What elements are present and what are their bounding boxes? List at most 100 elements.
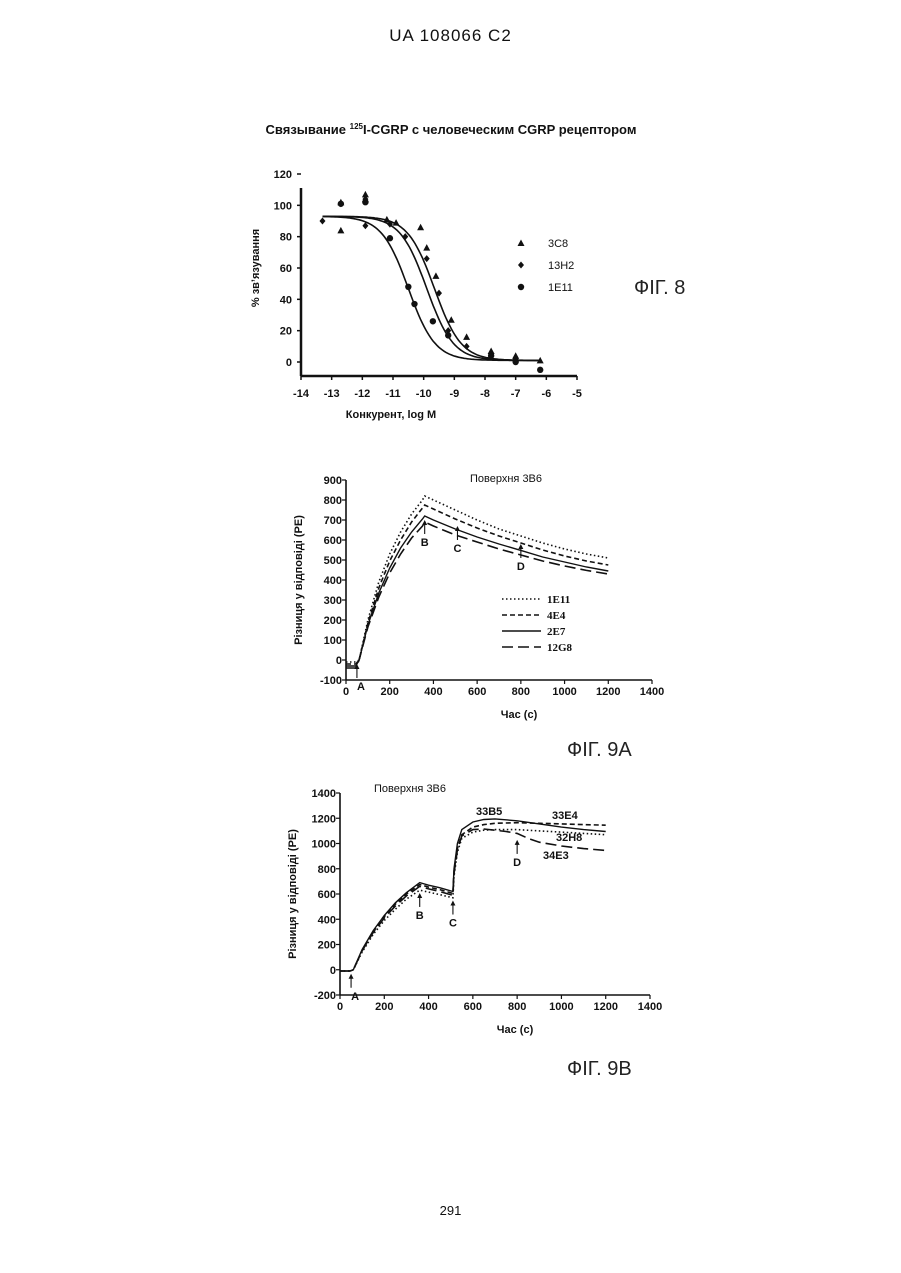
fig9a-legend-label: 4E4 (547, 610, 566, 622)
fig9a-x-label: Час (с) (501, 709, 538, 721)
fig9a-x-tick-label: 1000 (552, 686, 576, 698)
fig9b-y-tick-label: 1200 (312, 813, 336, 825)
fig8-point-1E11 (430, 318, 436, 324)
fig9b-y-tick-label: 800 (318, 864, 336, 876)
fig9a-annotation-B: B (421, 537, 429, 549)
fig9b-figure-label: ФІГ. 9В (567, 1058, 632, 1080)
fig9b-y-label: Різниця у відповіді (РЕ) (287, 829, 299, 959)
fig8-x-tick-label: -6 (541, 388, 551, 400)
fig8-point-1E11 (338, 201, 344, 207)
fig9a-y-tick-label: 200 (324, 615, 342, 627)
fig9b-arrowhead (417, 893, 422, 898)
fig9b-title: Поверхня 3В6 (374, 783, 446, 795)
fig8-legend-label: 3C8 (548, 238, 568, 250)
fig9a-x-tick-label: 600 (468, 686, 486, 698)
fig9a-annotation-C: C (453, 543, 461, 555)
fig8-y-tick-label: 60 (280, 263, 292, 275)
fig8-y-tick-label: 80 (280, 232, 292, 244)
fig9a-y-tick-label: -100 (320, 675, 342, 687)
fig9a-annotation-D: D (517, 561, 525, 573)
fig9a-y-tick-label: 500 (324, 555, 342, 567)
fig8-x-tick-label: -7 (511, 388, 521, 400)
fig9a-y-tick-label: 800 (324, 495, 342, 507)
fig8-point-3C8 (423, 244, 430, 251)
fig9b-series-33E4 (340, 823, 606, 971)
fig8-y-tick-label: 20 (280, 326, 292, 338)
fig8-x-tick-label: -13 (324, 388, 340, 400)
fig8-point-1E11 (537, 367, 543, 373)
fig9a-x-tick-label: 400 (424, 686, 442, 698)
fig9b-annotation-C: C (449, 918, 457, 930)
fig8-point-1E11 (445, 332, 451, 338)
fig9b-annotation-D: D (513, 857, 521, 869)
fig9b-annotation-B: B (416, 910, 424, 922)
fig8-y-tick-label: 100 (274, 200, 292, 212)
fig9a-figure-label: ФІГ. 9А (567, 739, 632, 761)
fig8-point-13H2 (319, 218, 325, 225)
fig8-x-tick-label: -14 (293, 388, 310, 400)
fig8-x-tick-label: -9 (449, 388, 459, 400)
fig9b-x-tick-label: 1000 (549, 1001, 573, 1013)
fig8-legend-label: 1E11 (548, 282, 573, 294)
fig8-point-3C8 (448, 316, 455, 323)
fig9a-arrowhead (422, 520, 427, 525)
fig9b-x-tick-label: 1400 (638, 1001, 662, 1013)
fig9a-x-tick-label: 1400 (640, 686, 664, 698)
fig8-y-tick-label: 40 (280, 294, 292, 306)
fig9a-legend-label: 12G8 (547, 642, 573, 654)
fig9a-legend-label: 2E7 (547, 626, 566, 638)
fig8-legend-marker (518, 240, 525, 247)
fig9b-x-tick-label: 400 (419, 1001, 437, 1013)
fig9b-x-tick-label: 600 (464, 1001, 482, 1013)
fig8-x-tick-label: -12 (354, 388, 370, 400)
fig8-point-3C8 (337, 227, 344, 234)
fig9a-legend-label: 1E11 (547, 594, 570, 606)
fig9a-y-tick-label: 600 (324, 535, 342, 547)
fig9a-x-tick-label: 200 (381, 686, 399, 698)
fig8-point-13H2 (464, 343, 470, 350)
fig8-x-tick-label: -10 (416, 388, 432, 400)
fig9a-title: Поверхня 3В6 (470, 473, 542, 485)
fig9b-y-tick-label: -200 (314, 990, 336, 1002)
fig9b-series-label-32H8: 32H8 (556, 832, 582, 844)
fig9b-x-label: Час (с) (497, 1024, 534, 1036)
fig9b-y-tick-label: 1000 (312, 839, 336, 851)
fig9b-series-label-33E4: 33E4 (552, 810, 579, 822)
fig8-point-1E11 (405, 284, 411, 290)
fig8-point-1E11 (387, 235, 393, 241)
fig9b-chart: Поверхня 3В6 0 200 400 600 800 1000 1200 1400 -20… (0, 770, 901, 1090)
fig9a-y-tick-label: 100 (324, 635, 342, 647)
fig9a-arrowhead (518, 544, 523, 549)
fig8-legend-marker (518, 284, 524, 290)
fig8-legend-marker (518, 262, 524, 269)
fig9b-x-tick-label: 800 (508, 1001, 526, 1013)
fig8-y-tick-label: 0 (286, 357, 292, 369)
fig9b-series-label-33B5: 33B5 (476, 806, 502, 818)
fig8-legend-label: 13H2 (548, 260, 574, 272)
fig9b-y-tick-label: 600 (318, 889, 336, 901)
fig8-x-tick-label: -8 (480, 388, 490, 400)
fig8-chart: Связывание 125I-CGRP с человеческим CGRP… (0, 0, 901, 440)
fig8-point-1E11 (411, 301, 417, 307)
fig9b-arrowhead (349, 974, 354, 979)
fig8-point-3C8 (432, 272, 439, 279)
fig8-y-tick-label: 120 (274, 169, 292, 181)
fig8-fit-curve-1E11 (323, 217, 541, 361)
fig9b-arrowhead (515, 840, 520, 845)
fig9a-y-tick-label: 700 (324, 515, 342, 527)
fig9b-arrowhead (450, 901, 455, 906)
fig9a-y-tick-label: 0 (336, 655, 342, 667)
fig9a-y-tick-label: 400 (324, 575, 342, 587)
fig9b-x-tick-label: 200 (375, 1001, 393, 1013)
fig8-point-1E11 (362, 199, 368, 205)
fig9b-y-tick-label: 0 (330, 965, 336, 977)
fig9a-x-tick-label: 1200 (596, 686, 620, 698)
fig8-y-label: % зв’язування (250, 229, 262, 307)
fig9b-series-label-34E3: 34E3 (543, 850, 569, 862)
fig8-title: Связывание 125I-CGRP с человеческим CGRP… (266, 122, 637, 137)
fig8-x-tick-label: -11 (385, 388, 400, 400)
fig8-point-3C8 (463, 333, 470, 340)
fig8-x-tick-label: -5 (572, 388, 582, 400)
fig8-point-1E11 (488, 353, 494, 359)
fig9a-y-tick-label: 900 (324, 475, 342, 487)
